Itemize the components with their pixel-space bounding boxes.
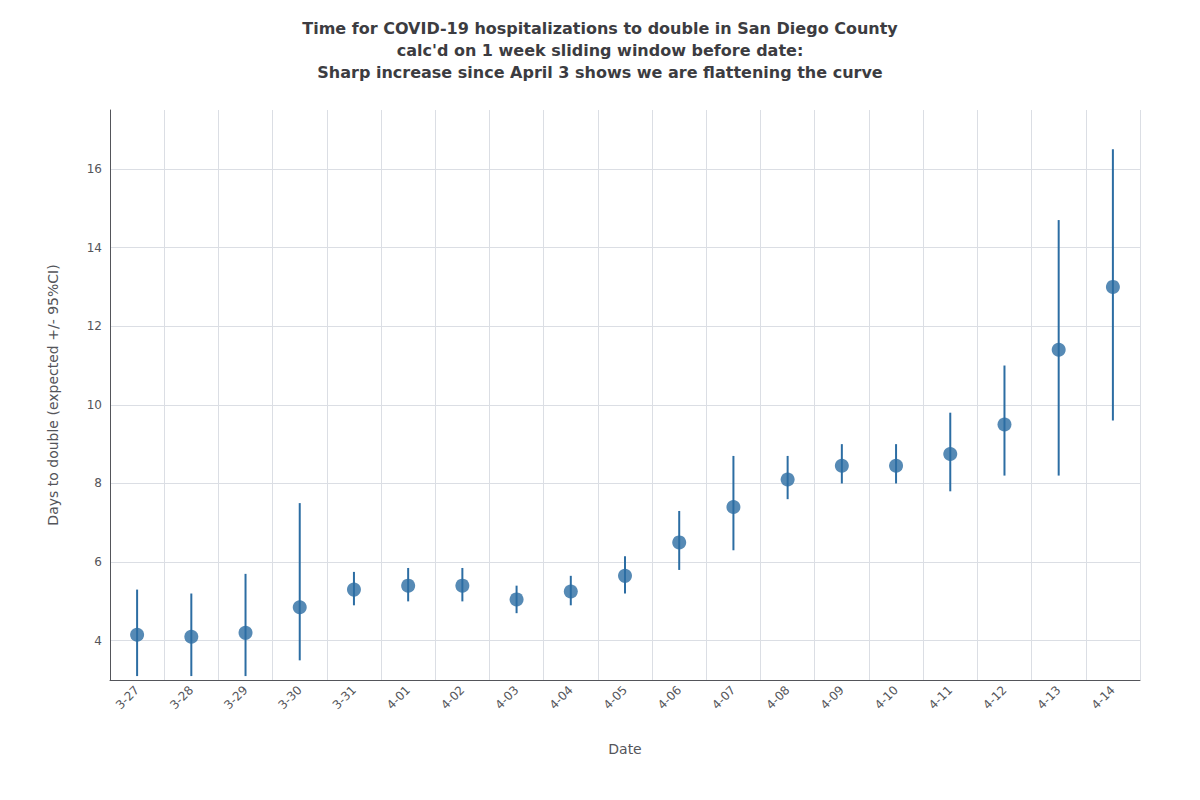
svg-text:3-30: 3-30 [276,683,305,712]
svg-text:Date: Date [608,741,641,757]
svg-text:3-27: 3-27 [113,683,142,712]
svg-text:4-07: 4-07 [709,683,738,712]
svg-text:4: 4 [94,634,102,648]
svg-text:Sharp increase since April 3 s: Sharp increase since April 3 shows we ar… [317,63,883,82]
svg-text:Days to double (expected +/- 9: Days to double (expected +/- 95%CI) [45,264,61,525]
svg-text:4-01: 4-01 [384,683,413,712]
svg-text:4-14: 4-14 [1089,683,1118,712]
svg-text:4-05: 4-05 [601,683,630,712]
svg-text:4-12: 4-12 [980,683,1009,712]
svg-text:16: 16 [87,162,102,176]
svg-text:4-09: 4-09 [818,683,847,712]
svg-text:3-29: 3-29 [221,683,250,712]
svg-text:4-11: 4-11 [926,683,955,712]
svg-text:Time for COVID-19 hospitalizat: Time for COVID-19 hospitalizations to do… [302,19,898,38]
svg-text:6: 6 [94,555,102,569]
svg-text:4-13: 4-13 [1034,683,1063,712]
svg-text:12: 12 [87,319,102,333]
svg-text:4-02: 4-02 [438,683,467,712]
svg-text:4-04: 4-04 [547,683,576,712]
svg-text:4-06: 4-06 [655,683,684,712]
svg-text:8: 8 [94,476,102,490]
svg-text:4-08: 4-08 [763,683,792,712]
svg-text:10: 10 [87,398,102,412]
svg-text:calc'd on 1 week sliding windo: calc'd on 1 week sliding window before d… [397,41,804,60]
svg-text:3-31: 3-31 [330,683,359,712]
svg-text:4-10: 4-10 [872,683,901,712]
svg-text:3-28: 3-28 [167,683,196,712]
svg-text:14: 14 [87,241,102,255]
svg-text:4-03: 4-03 [492,683,521,712]
